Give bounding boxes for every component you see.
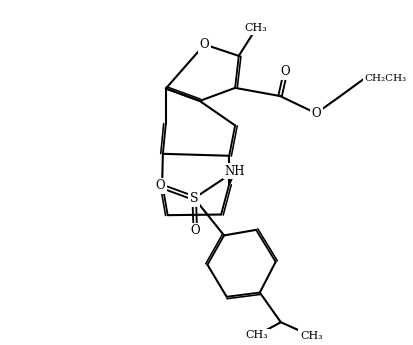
Text: O: O	[280, 65, 290, 78]
Text: O: O	[190, 224, 199, 237]
Text: O: O	[155, 179, 165, 192]
Text: CH₂CH₃: CH₂CH₃	[363, 74, 405, 83]
Text: NH: NH	[224, 165, 245, 178]
Text: O: O	[199, 38, 209, 51]
Text: CH₃: CH₃	[299, 331, 322, 341]
Text: CH₃: CH₃	[245, 330, 268, 340]
Text: S: S	[190, 192, 198, 205]
Text: O: O	[311, 107, 320, 120]
Text: CH₃: CH₃	[244, 23, 267, 33]
